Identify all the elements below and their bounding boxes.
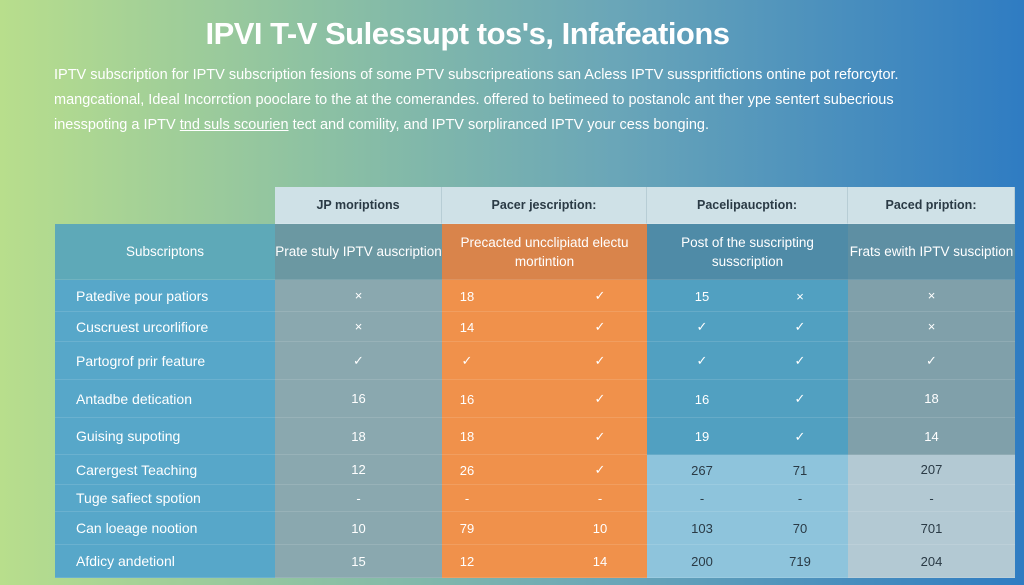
- row-label: Cuscruest urcorlifiore: [55, 312, 275, 342]
- description-line: mangcational, Ideal Incorrction pooclare…: [54, 92, 894, 108]
- table-cell-group: [442, 342, 647, 380]
- table-cell: ✓: [594, 391, 606, 406]
- column-header: Precacted uncclipiatd electu mortintion: [442, 224, 647, 280]
- table-cell-group: [647, 455, 848, 485]
- column-group-header: JP moriptions: [275, 187, 442, 224]
- table-cell: 18: [275, 418, 442, 455]
- table-cell: -: [848, 485, 1015, 512]
- table-cell-group: [647, 545, 848, 578]
- table-cell: 14: [848, 418, 1015, 455]
- description-line: IPTV subscription for IPTV subscription …: [54, 67, 899, 83]
- table-cell-group: [647, 380, 848, 418]
- table-cell: ✓: [461, 353, 473, 368]
- row-label: Partogrof prir feature: [55, 342, 275, 380]
- column-header: Frats ewith IPTV susciption: [848, 224, 1015, 280]
- table-cell: ×: [848, 312, 1015, 342]
- table-cell: 701: [848, 512, 1015, 545]
- table-cell-group: [442, 545, 647, 578]
- table-cell: ✓: [594, 353, 606, 368]
- table-cell: 26: [459, 462, 475, 478]
- table-cell: -: [275, 485, 442, 512]
- table-cell-group: [442, 380, 647, 418]
- table-cell: 71: [792, 462, 808, 478]
- description: IPTV subscription for IPTV subscription …: [54, 63, 984, 138]
- table-cell: ×: [275, 280, 442, 312]
- table-cell: 18: [848, 380, 1015, 418]
- table-cell: -: [464, 491, 470, 506]
- table-cell: ×: [275, 312, 442, 342]
- table-cell: ×: [848, 280, 1015, 312]
- table-cell-group: [647, 418, 848, 455]
- table-cell-group: [647, 312, 848, 342]
- table-cell: 10: [275, 512, 442, 545]
- table-cell: 267: [691, 462, 713, 478]
- row-label-header: Subscriptons: [55, 224, 275, 280]
- column-header: Prate stuly IPTV auscription: [275, 224, 442, 280]
- table-cell: ✓: [794, 353, 806, 368]
- table-cell: ✓: [848, 342, 1015, 380]
- table-cell: ✓: [594, 428, 606, 444]
- table-cell: 15: [694, 288, 710, 304]
- table-cell: ✓: [794, 319, 806, 334]
- table-cell: ✓: [696, 319, 708, 334]
- column-group-header: Paced pription:: [848, 187, 1015, 224]
- table-cell: ✓: [794, 391, 806, 406]
- table-cell: 79: [459, 521, 475, 536]
- table-cell: 70: [792, 521, 808, 536]
- table-cell-group: [442, 418, 647, 455]
- table-cell: 200: [691, 554, 713, 569]
- table-cell-group: [647, 342, 848, 380]
- description-text: inesspoting a IPTV: [54, 117, 180, 133]
- row-label: Antadbe detication: [55, 380, 275, 418]
- table-cell: 14: [592, 554, 608, 569]
- table-cell: 18: [459, 288, 475, 304]
- table-cell: 16: [275, 380, 442, 418]
- page-title: IPVI T-V Sulessupt tos's, Infafeations: [205, 16, 730, 51]
- table-cell-group: [442, 455, 647, 485]
- table-cell-group: [442, 312, 647, 342]
- table-cell: -: [597, 491, 603, 506]
- table-cell: ✓: [794, 428, 806, 444]
- row-label: Can loeage nootion: [55, 512, 275, 545]
- table-cell-group: [647, 512, 848, 545]
- table-cell: 18: [459, 429, 475, 444]
- table-cell: 10: [592, 521, 608, 536]
- row-label: Carergest Teaching: [55, 455, 275, 485]
- table-cell: ✓: [594, 462, 606, 477]
- row-label: Tuge safiect spotion: [55, 485, 275, 512]
- column-group-header: Pacer jescription:: [442, 187, 647, 224]
- table-cell-group: [647, 280, 848, 312]
- description-line: inesspoting a IPTV tnd suls scourien tec…: [54, 113, 984, 138]
- table-cell: ✓: [275, 342, 442, 380]
- table-cell: 12: [275, 455, 442, 485]
- description-text: tect and comility, and IPTV sorpliranced…: [288, 117, 709, 133]
- description-link[interactable]: tnd suls scourien: [179, 117, 289, 133]
- column-group-header: Pacelipaucption:: [647, 187, 848, 224]
- table-cell: ×: [796, 288, 804, 304]
- table-cell: 16: [694, 391, 710, 407]
- table-cell: 16: [459, 391, 475, 407]
- table-cell: 207: [848, 455, 1015, 485]
- table-cell: 103: [691, 521, 713, 536]
- table-cell: 19: [694, 429, 710, 444]
- table-cell: ✓: [594, 288, 606, 303]
- row-label: Patedive pour patiors: [55, 280, 275, 312]
- table-cell-group: [647, 485, 848, 512]
- table-cell: ✓: [594, 319, 606, 334]
- table-cell: -: [797, 491, 803, 506]
- column-header: Post of the suscripting susscription: [647, 224, 848, 280]
- table-cell-group: [442, 512, 647, 545]
- row-label: Guising supoting: [55, 418, 275, 455]
- table-cell: 204: [848, 545, 1015, 578]
- table-cell: -: [699, 491, 705, 506]
- table-cell: 719: [789, 554, 811, 569]
- table-cell: 14: [459, 319, 475, 335]
- comparison-table: JP moriptions Pacer jescription: Pacelipau…: [55, 187, 1015, 578]
- row-label: Afdicy andetionl: [55, 545, 275, 578]
- table-cell: 12: [459, 554, 475, 569]
- table-cell-group: [442, 280, 647, 312]
- table-cell: ✓: [696, 353, 708, 368]
- table-cell-group: [442, 485, 647, 512]
- table-cell: 15: [275, 545, 442, 578]
